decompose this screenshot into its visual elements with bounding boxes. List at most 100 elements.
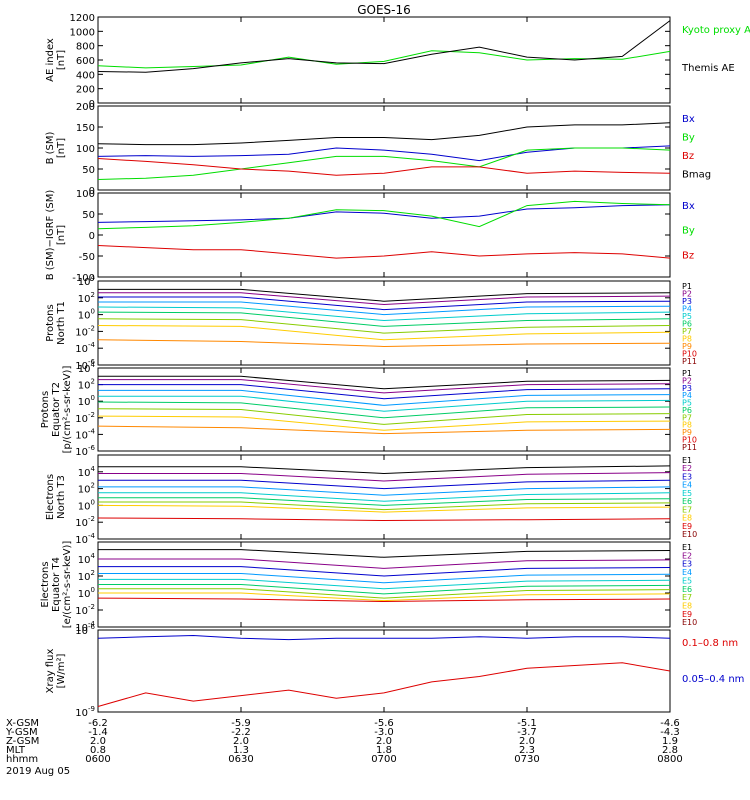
series-line-p8 [97, 325, 671, 341]
legend-entry: Bz [682, 250, 694, 261]
panel-frame [97, 192, 671, 278]
series-line-p7 [97, 318, 671, 334]
y-tick-label: 10-9 [75, 705, 95, 719]
legend-entry: E4 [682, 568, 692, 577]
legend-entry: E8 [682, 601, 692, 610]
y-axis-label: [e/(cm²-s-sr-keV)] [62, 541, 73, 629]
y-tick-label: 10-2 [75, 411, 95, 425]
series-line-p4 [98, 389, 671, 406]
legend-entry: P11 [682, 357, 697, 366]
legend-entry: E7 [682, 593, 692, 602]
series-line-bz [97, 158, 671, 176]
legend-entry: Themis AE [681, 63, 735, 74]
footer-row-label: MLT [6, 745, 26, 756]
legend-entry: By [682, 133, 695, 144]
series-line-e9 [97, 517, 671, 522]
panel-enorth: 10-4 10-2 100 102 104 Electrons North T3 E1E2E3… [45, 454, 697, 546]
legend-entry: P2 [682, 376, 692, 385]
y-tick-label: 10-2 [75, 515, 95, 529]
legend-entry: E10 [682, 618, 697, 627]
series-line-p9 [97, 339, 671, 348]
footer-row-value: 2.0 [233, 736, 249, 747]
y-tick-label: 50 [82, 210, 95, 221]
series-line-e9 [97, 597, 671, 603]
y-axis-label: AE index [45, 38, 56, 82]
series-line-p6 [97, 311, 671, 327]
y-axis-label: North T1 [56, 301, 67, 345]
y-axis-label: Equator T4 [51, 557, 62, 612]
series-line-p1 [98, 288, 671, 302]
series-line-e2 [98, 472, 671, 482]
y-tick-label: 100 [78, 498, 95, 512]
legend-entry: E4 [682, 481, 692, 490]
footer-row-value: 2.3 [519, 745, 535, 756]
series-line-bz [97, 245, 671, 259]
legend-entry: P6 [682, 406, 692, 415]
series-line-themis-ae [97, 20, 671, 73]
legend-entry: P4 [682, 391, 692, 400]
footer-row-value: 1.8 [376, 745, 392, 756]
series-line-e5 [98, 578, 671, 590]
series-line-0-05-0-4-nm [97, 634, 671, 641]
series-line-e2 [98, 558, 671, 569]
panel-frame [97, 454, 671, 540]
legend-entry: P11 [682, 443, 697, 452]
series-line-by [97, 200, 671, 230]
footer-row-value: -5.1 [517, 718, 537, 729]
panel-bminus: -100 -50 0 50 100 B (SM)−IGRF (SM) [nT] Bx By Bz [45, 189, 695, 284]
y-axis-label: Protons [45, 304, 56, 341]
panel-xray: 10-9 10-6 Xray flux [W/m²] 0.1–0.8 nm 0.05–0.… [45, 623, 744, 719]
series-line-e6 [98, 584, 671, 595]
y-tick-label: 50 [82, 165, 95, 176]
y-axis-label: Equator T2 [51, 382, 62, 437]
series-line-p1 [98, 375, 671, 390]
y-axis-label: North T3 [56, 475, 67, 519]
series-line-e4 [98, 486, 671, 496]
y-tick-label: 1200 [70, 13, 95, 24]
footer-row-value: 0700 [371, 754, 396, 765]
series-line-p3 [98, 296, 671, 311]
legend-entry: E7 [682, 505, 692, 514]
series-line-by [97, 147, 671, 180]
y-tick-label: 10-4 [75, 532, 95, 546]
panel-peq: 10-6 10-4 10-2 100 102 104 Protons Equator T2 [p… [40, 361, 697, 458]
footer-row-value: 2.0 [90, 736, 106, 747]
footer-row-value: 2.0 [376, 736, 392, 747]
y-tick-label: 100 [76, 189, 95, 200]
legend-entry: E3 [682, 560, 692, 569]
legend-entry: 0.05–0.4 nm [682, 674, 744, 685]
series-line-p4 [98, 301, 671, 316]
footer-row-value: -1.4 [88, 727, 108, 738]
footer-row-value: -3.0 [374, 727, 394, 738]
y-axis-label: B (SM)−IGRF (SM) [45, 190, 56, 281]
series-line-p6 [97, 401, 671, 419]
legend-entry: E9 [682, 522, 692, 531]
series-line-e1 [98, 549, 671, 558]
legend-entry: E10 [682, 530, 697, 539]
legend-entry: P10 [682, 435, 697, 444]
footer-row-value: -4.6 [660, 718, 680, 729]
y-tick-label: 0 [89, 186, 95, 197]
chart-title: GOES-16 [357, 3, 411, 17]
series-line-p9 [97, 425, 671, 435]
series-line-bx [97, 204, 671, 223]
series-line-e1 [98, 465, 671, 475]
y-tick-label: 104 [78, 465, 96, 479]
legend-entry: P2 [682, 289, 692, 298]
legend-entry: P3 [682, 297, 692, 306]
legend-entry: E1 [682, 456, 692, 465]
series-line-e3 [98, 479, 671, 490]
series-line-e5 [98, 492, 671, 502]
series-line-p2 [98, 379, 671, 394]
y-tick-label: 10-6 [75, 623, 95, 637]
series-line-p2 [98, 292, 671, 306]
legend-entry: P10 [682, 349, 697, 358]
footer-date: 2019 Aug 05 [6, 766, 70, 777]
legend-entry: P6 [682, 319, 692, 328]
footer-row-value: 0800 [657, 754, 682, 765]
legend-entry: P9 [682, 428, 692, 437]
legend-entry: P1 [682, 282, 692, 291]
